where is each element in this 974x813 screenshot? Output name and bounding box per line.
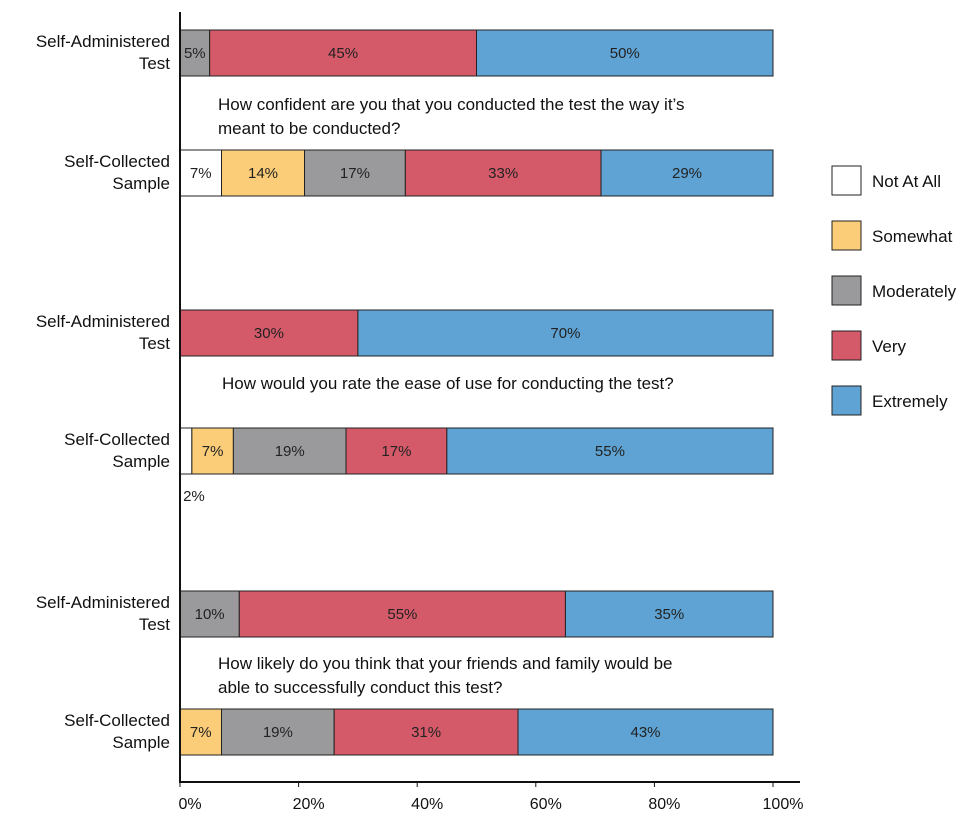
bar-segment-somewhat [221, 149, 306, 197]
question-text: How confident are you that you conducted… [218, 95, 685, 114]
bar-segment-extremely [476, 29, 774, 77]
segment-value-label: 55% [595, 443, 625, 460]
segment-value-label: 7% [202, 443, 224, 460]
legend-label: Somewhat [872, 227, 953, 246]
segment-value-label: 43% [630, 724, 660, 741]
segment-value-label: 7% [190, 724, 212, 741]
bar-segment-very [209, 29, 477, 77]
segment-value-label: 35% [654, 606, 684, 623]
labels-layer: 5% 45% 50% Self-Administered Test 7% 14% 17% 33%… [36, 32, 702, 752]
bar-category-label: Sample [112, 452, 170, 471]
bar-category-label: Sample [112, 733, 170, 752]
bar-segment-extremely [564, 590, 774, 638]
bars-layer [179, 29, 774, 756]
legend: Not At All Somewhat Moderately Very Extremel… [831, 165, 957, 416]
segment-value-label: 31% [411, 724, 441, 741]
bar-category-label: Test [139, 54, 170, 73]
x-tick-label: 60% [530, 796, 562, 813]
segment-value-label: 19% [263, 724, 293, 741]
bar-category-label: Self-Administered [36, 593, 170, 612]
bar-category-label: Self-Collected [64, 152, 170, 171]
bar-category-label: Sample [112, 174, 170, 193]
bar-category-label: Self-Administered [36, 312, 170, 331]
x-tick-label: 80% [648, 796, 680, 813]
bar-category-label: Self-Collected [64, 711, 170, 730]
bar-segment-moderately [221, 708, 335, 756]
question-text: How would you rate the ease of use for c… [222, 374, 674, 393]
bar-segment-very [404, 149, 602, 197]
segment-value-label: 50% [610, 45, 640, 62]
legend-label: Moderately [872, 282, 957, 301]
x-tick-label: 100% [763, 796, 804, 813]
bar-segment-somewhat [179, 708, 223, 756]
question-text: meant to be conducted? [218, 119, 400, 138]
segment-value-label: 17% [340, 165, 370, 182]
question-text: able to successfully conduct this test? [218, 678, 502, 697]
bar-category-label: Test [139, 615, 170, 634]
segment-value-label: 33% [488, 165, 518, 182]
legend-swatch-very [831, 330, 862, 361]
segment-value-label: 14% [248, 165, 278, 182]
legend-label: Extremely [872, 392, 948, 411]
legend-label: Not At All [872, 172, 941, 191]
bar-segment-somewhat [191, 427, 234, 475]
legend-swatch-moderately [831, 275, 862, 306]
bar-category-label: Test [139, 334, 170, 353]
x-tick-label: 0% [178, 796, 201, 813]
x-tick-label: 40% [411, 796, 443, 813]
legend-swatch-not-at-all [831, 165, 862, 196]
segment-value-label: 17% [381, 443, 411, 460]
x-tick-label: 20% [293, 796, 325, 813]
segment-value-label: 45% [328, 45, 358, 62]
bar-category-label: Self-Administered [36, 32, 170, 51]
bar-segment-moderately [304, 149, 406, 197]
legend-swatch-somewhat [831, 220, 862, 251]
segment-value-label: 5% [184, 45, 206, 62]
legend-swatch-extremely [831, 385, 862, 416]
segment-value-label: 29% [672, 165, 702, 182]
bar-segment-extremely [357, 309, 774, 357]
bar-segment-not-at-all [179, 427, 193, 475]
bar-category-label: Self-Collected [64, 430, 170, 449]
bar-segment-extremely [446, 427, 774, 475]
segment-value-label: 7% [190, 165, 212, 182]
bar-segment-moderately [179, 590, 240, 638]
segment-value-label: 70% [550, 325, 580, 342]
legend-label: Very [872, 337, 907, 356]
bar-segment-very [345, 427, 448, 475]
segment-value-label: 55% [387, 606, 417, 623]
segment-value-label: 30% [254, 325, 284, 342]
question-text: How likely do you think that your friend… [218, 654, 673, 673]
segment-value-label: 19% [275, 443, 305, 460]
segment-value-label: 2% [183, 488, 205, 505]
axes-layer: 0% 20% 40% 60% 80% 100% [178, 12, 803, 813]
bar-segment-extremely [600, 149, 774, 197]
segment-value-label: 10% [195, 606, 225, 623]
bar-segment-extremely [517, 708, 774, 756]
bar-segment-moderately [232, 427, 347, 475]
